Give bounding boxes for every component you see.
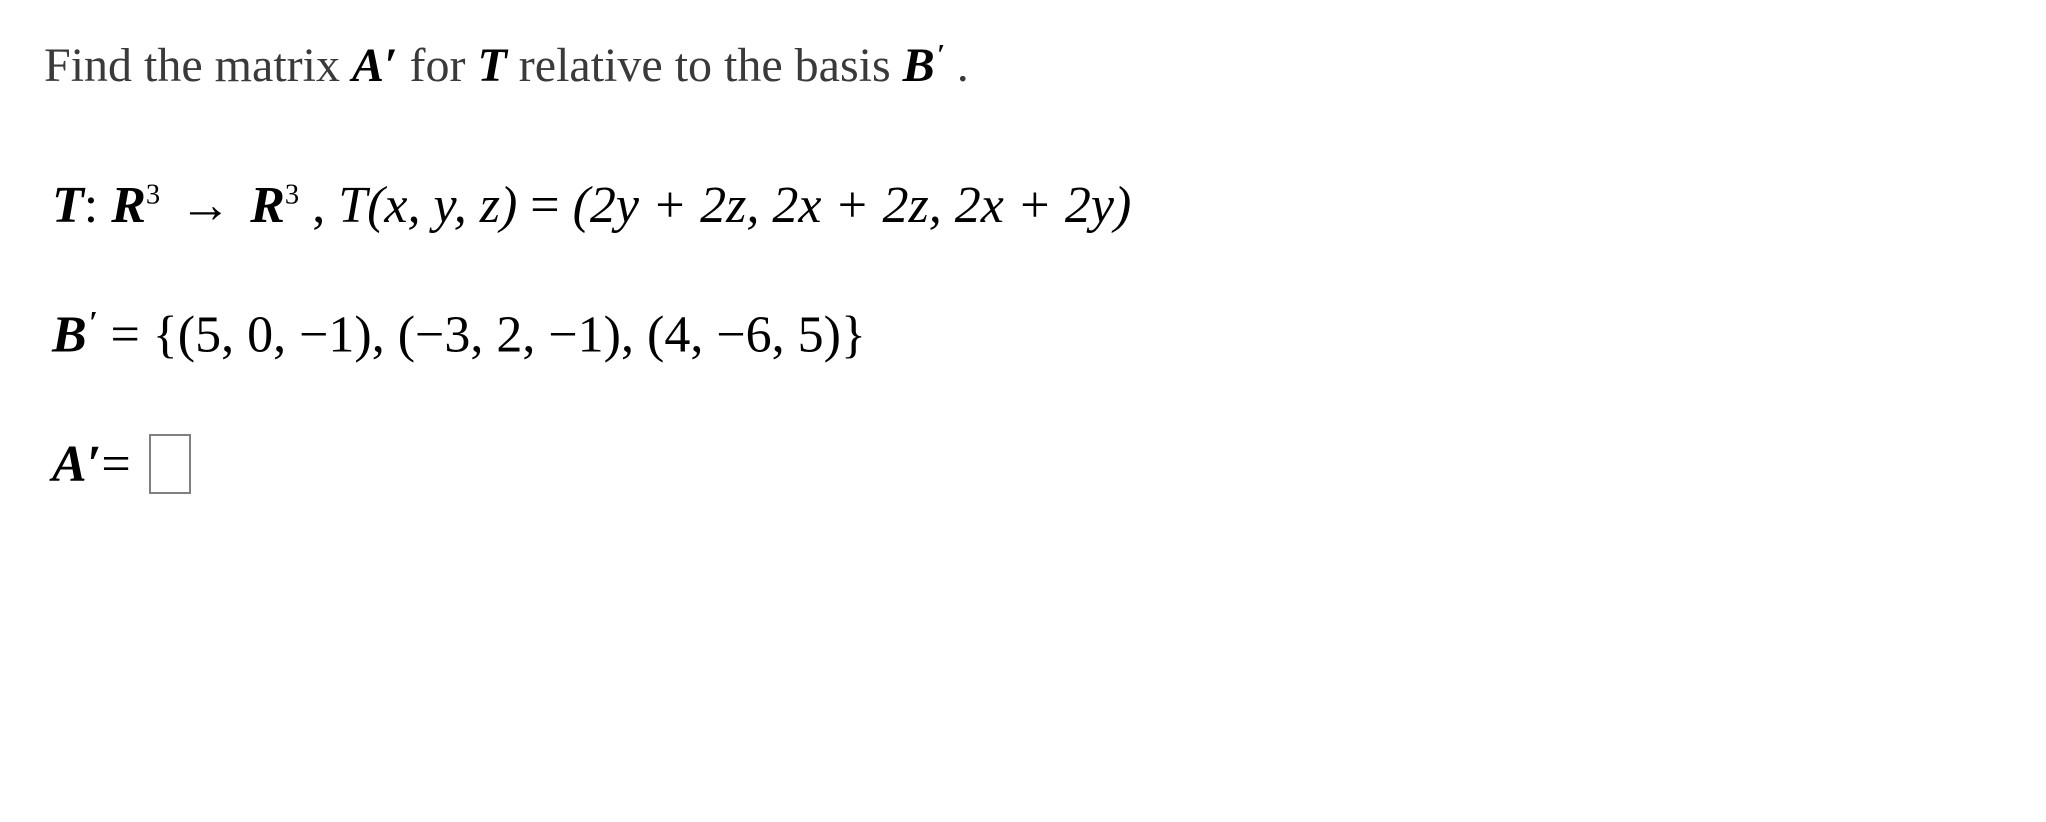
- instruction-line: Find the matrix A′ for T relative to the…: [44, 36, 2002, 96]
- basis-prime: ′: [935, 39, 945, 71]
- instr-text-4: .: [957, 39, 969, 92]
- eq-sign-2: =: [97, 306, 152, 363]
- arrow-icon: →: [173, 176, 237, 235]
- domain-R: R: [111, 177, 146, 234]
- rhs-expression: (2y + 2z, 2x + 2z, 2x + 2y): [573, 177, 1132, 234]
- eq-sign-3: =: [101, 435, 130, 494]
- func-args: (x, y, z): [367, 177, 517, 234]
- instr-text-3: relative to the basis: [519, 39, 903, 92]
- domain-sup: 3: [146, 180, 160, 211]
- comma-space: ,: [299, 177, 338, 234]
- basis-B: B: [903, 39, 935, 92]
- basis-symbol: B′: [903, 39, 957, 92]
- instr-text-2: for: [409, 39, 477, 92]
- transformation-line: T: R3 → R3 , T(x, y, z) = (2y + 2z, 2x +…: [52, 176, 2002, 235]
- basis-B2: B: [52, 306, 87, 363]
- matrix-symbol: A′: [352, 39, 398, 92]
- problem-container: Find the matrix A′ for T relative to the…: [0, 0, 2046, 530]
- basis-prime2: ′: [87, 305, 98, 340]
- answer-symbol: A′: [52, 435, 101, 494]
- eq-sign-1: =: [517, 177, 572, 234]
- basis-set: {(5, 0, −1), (−3, 2, −1), (4, −6, 5)}: [153, 306, 866, 363]
- colon: :: [84, 177, 111, 234]
- func-T: T: [338, 177, 367, 234]
- codomain-R: R: [250, 177, 285, 234]
- answer-input-box[interactable]: [149, 434, 191, 494]
- transform-symbol: T: [477, 39, 506, 92]
- codomain-sup: 3: [285, 180, 299, 211]
- basis-line: B′ = {(5, 0, −1), (−3, 2, −1), (4, −6, 5…: [52, 305, 2002, 364]
- instr-text-1: Find the matrix: [44, 39, 352, 92]
- answer-line: A′ =: [52, 434, 2002, 494]
- T-symbol: T: [52, 177, 84, 234]
